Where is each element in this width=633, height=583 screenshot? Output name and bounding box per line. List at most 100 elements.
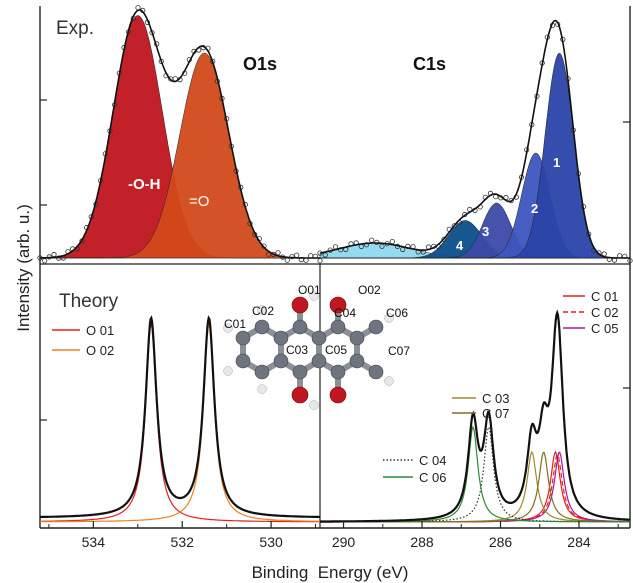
carbon-atom [292,319,308,335]
data-point [275,250,281,256]
theory-peak-4 [320,451,630,523]
molecule-diagram: O01 O02 C01 C02 C04 C06 C03 C05 C07 [223,283,410,410]
theory-panel [40,309,631,523]
fit-envelope-0 [40,9,320,259]
legend-label: C 04 [419,453,446,468]
carbon-atom [254,364,270,380]
x-tick-label: 290 [332,534,356,550]
legend-label: C 03 [482,391,509,406]
legend-label: C 05 [591,321,618,336]
x-tick-label: 284 [567,534,591,550]
atom-label: C03 [286,343,308,357]
data-point [389,239,395,245]
data-point [51,251,57,258]
theory-peak-6 [320,451,630,523]
x-axis-ticks: 534 532 530 290 288 286 284 [48,521,619,550]
carbon-atom [311,330,327,346]
component-label-oh: -O-H [128,176,161,193]
data-point [42,258,48,264]
carbon-atom [330,364,346,380]
atom-label: C04 [334,306,356,320]
data-point [451,223,457,229]
panel-title-theory: Theory [59,291,119,312]
hydrogen-atom [223,366,233,376]
oxygen-atom [329,296,347,314]
legend-label: C 06 [419,470,446,485]
data-point [294,252,300,258]
x-tick-label: 534 [82,534,106,550]
hydrogen-atom [384,376,394,386]
theory-peak-1 [40,324,320,523]
component-label-o-double: =O [189,193,209,210]
panel-title-exp: Exp. [56,18,94,39]
component-label-2: 2 [531,201,538,216]
atom-label: C05 [325,343,347,357]
legend-label: C 01 [591,289,618,304]
fit-component-0-1 [40,52,320,259]
data-point [317,258,323,264]
legend-carbon-3: C 04 C 06 [383,453,446,485]
component-label-1: 1 [553,155,560,170]
x-tick-label: 530 [259,534,283,550]
atom-label: O01 [298,283,321,297]
oxygen-atom [291,296,309,314]
theory-peak-5 [320,450,630,523]
hydrogen-atom [223,323,233,333]
atom-label: C02 [252,304,274,318]
legend-label: O 02 [86,343,114,358]
carbon-atom [311,353,327,369]
carbon-atom [368,319,384,335]
data-point [369,237,375,243]
legend-label: O 01 [86,323,114,338]
legend-label: C 07 [482,406,509,421]
data-point [332,244,339,250]
carbon-atom [273,330,289,346]
hydrogen-atom [309,291,319,301]
atom-label: C06 [386,306,408,320]
carbon-atom [349,353,365,369]
oxygen-atom [291,386,309,404]
theory-sum-0 [40,315,320,519]
hydrogen-atom [309,400,319,410]
component-label-4: 4 [456,238,464,253]
legend-carbon-2: C 03C 07 [452,391,509,421]
theory-peak-3 [320,453,631,523]
hydrogen-atom [257,384,267,394]
carbon-atom [235,330,251,346]
legend-oxygen: O 01 O 02 [52,323,114,358]
legend-label: C 02 [591,305,618,320]
carbon-atom [368,364,384,380]
axes-frame [39,6,631,529]
x-axis-label: Binding Energy (eV) [252,563,409,582]
experimental-panel [37,5,633,264]
y-axis-label: Intensity (arb. u.) [14,204,33,332]
region-label-o1s: O1s [243,54,277,74]
region-label-c1s: C1s [413,54,446,74]
carbon-atom [235,353,251,369]
carbon-atom [254,319,270,335]
atom-label: C01 [224,317,246,331]
atom-label: C07 [388,344,410,358]
fit-envelope-1 [319,19,630,259]
data-point [284,257,290,263]
x-tick-label: 286 [489,534,513,550]
hydrogen-atom [384,313,394,323]
data-point [441,236,447,242]
theory-peak-2 [320,450,630,523]
carbon-atom [273,353,289,369]
data-point [363,242,370,248]
x-tick-label: 288 [410,534,434,550]
component-label-3: 3 [482,224,489,239]
x-tick-label: 532 [171,534,195,550]
carbon-atom [292,364,308,380]
data-point [289,254,295,260]
legend-carbon-1: C 01C 02C 05 [563,289,618,336]
atom-label: O02 [358,283,381,297]
data-point [508,198,514,204]
carbon-atom [330,319,346,335]
hydrogen-atom [257,305,267,315]
carbon-atom [349,330,365,346]
theory-sum-1 [320,309,631,523]
oxygen-atom [329,386,347,404]
